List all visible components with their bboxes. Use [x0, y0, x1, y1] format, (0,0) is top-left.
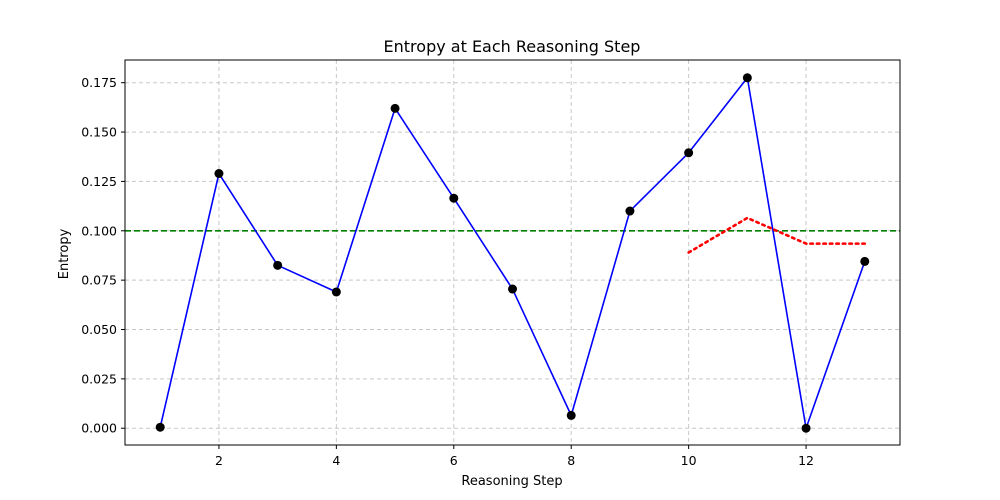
x-tick-label: 12: [798, 453, 814, 468]
y-tick-label: 0.025: [81, 371, 117, 386]
entropy-data-point: [566, 410, 576, 420]
entropy-data-point: [331, 287, 341, 297]
entropy-data-point: [860, 256, 870, 266]
grid-layer: [125, 60, 900, 445]
chart-title: Entropy at Each Reasoning Step: [384, 37, 641, 56]
x-tick-label: 6: [450, 453, 458, 468]
x-tick-label: 2: [215, 453, 223, 468]
entropy-data-point: [155, 422, 165, 432]
y-tick-label: 0.000: [81, 421, 117, 436]
x-tick-label: 10: [681, 453, 697, 468]
entropy-series-line: [159, 76, 866, 430]
series-layer: [155, 73, 870, 433]
x-tick-label: 4: [332, 453, 340, 468]
y-tick-label: 0.075: [81, 273, 117, 288]
y-tick-label: 0.050: [81, 322, 117, 337]
entropy-data-point: [801, 423, 811, 433]
entropy-data-point: [508, 284, 517, 294]
x-axis-label: Reasoning Step: [461, 474, 562, 489]
plot-frame: [124, 59, 901, 446]
dotted-series-line: [687, 216, 867, 254]
tick-layer: 2 4 6 8 10 12 0.000 0.025 0.050 0.075 0.100 0.125 0.…: [81, 75, 814, 468]
entropy-data-point: [273, 260, 283, 270]
x-tick-label: 8: [567, 453, 575, 468]
entropy-data-point: [625, 206, 635, 216]
entropy-data-point: [390, 103, 400, 113]
entropy-data-point: [214, 169, 224, 179]
y-tick-label: 0.100: [81, 223, 117, 238]
y-axis-label: Entropy: [57, 228, 72, 279]
entropy-data-point: [449, 193, 459, 203]
entropy-data-point: [742, 73, 752, 83]
entropy-data-point: [684, 148, 694, 158]
y-tick-label: 0.175: [81, 75, 117, 90]
y-tick-label: 0.125: [81, 174, 117, 189]
y-tick-label: 0.150: [81, 125, 117, 140]
